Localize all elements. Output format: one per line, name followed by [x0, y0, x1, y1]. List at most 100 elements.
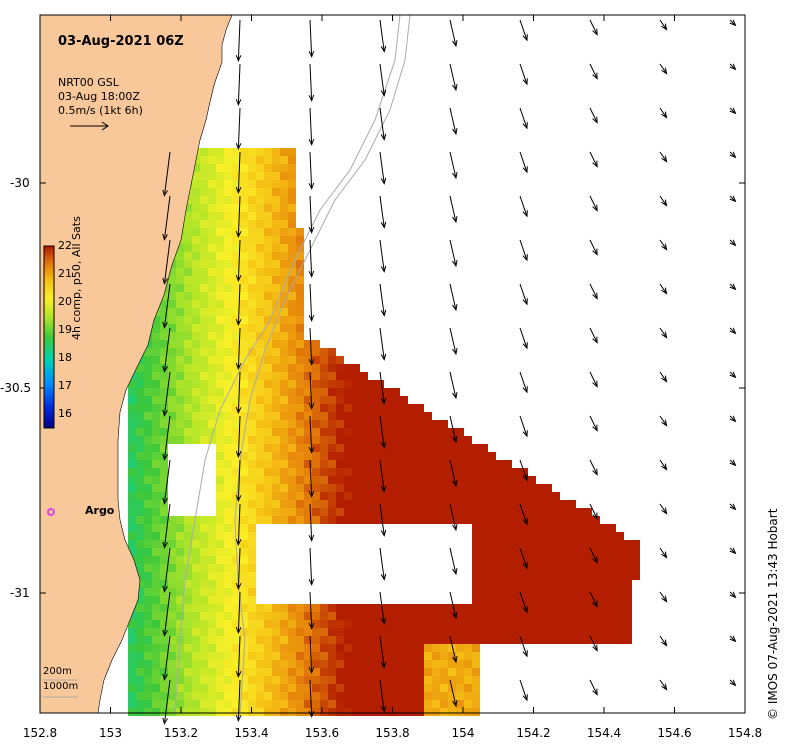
- sst-pixel: [296, 332, 304, 340]
- sst-pixel: [368, 388, 376, 396]
- colorbar-tick-label: 21: [58, 267, 72, 280]
- current-vector: [162, 459, 171, 505]
- sst-pixel: [472, 516, 480, 524]
- sst-pixel: [408, 644, 416, 652]
- sst-pixel: [264, 668, 272, 676]
- sst-pixel: [416, 420, 424, 428]
- sst-pixel: [136, 508, 144, 516]
- sst-pixel: [208, 620, 216, 628]
- sst-pixel: [376, 516, 384, 524]
- sst-pixel: [408, 508, 416, 516]
- sst-pixel: [144, 612, 152, 620]
- sst-pixel: [128, 684, 136, 692]
- sst-pixel: [232, 324, 240, 332]
- sst-pixel: [136, 700, 144, 708]
- sst-pixel: [136, 380, 144, 388]
- sst-pixel: [320, 652, 328, 660]
- sst-pixel: [200, 212, 208, 220]
- sst-pixel: [592, 572, 600, 580]
- sst-pixel: [416, 660, 424, 668]
- sst-pixel: [232, 212, 240, 220]
- current-info: NRT00 GSL 03-Aug 18:00Z 0.5m/s (1kt 6h): [58, 76, 143, 118]
- current-vector: [589, 591, 598, 608]
- sst-pixel: [616, 604, 624, 612]
- sst-pixel: [512, 548, 520, 556]
- sst-pixel: [280, 180, 288, 188]
- sst-pixel: [152, 532, 160, 540]
- current-vector: [449, 679, 458, 708]
- current-vector: [659, 679, 668, 691]
- sst-pixel: [616, 620, 624, 628]
- sst-pixel: [360, 708, 368, 716]
- sst-pixel: [296, 372, 304, 380]
- sst-pixel: [136, 492, 144, 500]
- sst-pixel: [224, 428, 232, 436]
- sst-pixel: [216, 508, 224, 516]
- sst-pixel: [336, 380, 344, 388]
- sst-pixel: [200, 284, 208, 292]
- sst-pixel: [320, 412, 328, 420]
- sst-pixel: [264, 476, 272, 484]
- colorbar-segment: [44, 396, 54, 398]
- current-vector: [235, 503, 242, 547]
- sst-pixel: [360, 636, 368, 644]
- sst-pixel: [280, 308, 288, 316]
- sst-pixel: [176, 556, 184, 564]
- sst-pixel: [344, 460, 352, 468]
- sst-pixel: [464, 492, 472, 500]
- sst-pixel: [320, 628, 328, 636]
- sst-pixel: [312, 460, 320, 468]
- sst-pixel: [280, 620, 288, 628]
- sst-pixel: [240, 676, 248, 684]
- sst-pixel: [168, 420, 176, 428]
- sst-pixel: [296, 612, 304, 620]
- sst-pixel: [416, 684, 424, 692]
- x-tick-label: 153.6: [304, 726, 340, 740]
- sst-pixel: [416, 508, 424, 516]
- colorbar-segment: [44, 380, 54, 382]
- sst-pixel: [528, 484, 536, 492]
- sst-pixel: [392, 604, 400, 612]
- sst-pixel: [192, 540, 200, 548]
- sst-pixel: [496, 588, 504, 596]
- sst-pixel: [208, 284, 216, 292]
- sst-pixel: [192, 276, 200, 284]
- sst-pixel: [320, 452, 328, 460]
- x-tick-label: 154.4: [586, 726, 622, 740]
- sst-pixel: [208, 524, 216, 532]
- sst-pixel: [256, 212, 264, 220]
- current-vector: [308, 19, 315, 58]
- sst-pixel: [320, 508, 328, 516]
- sst-pixel: [232, 364, 240, 372]
- sst-pixel: [336, 436, 344, 444]
- sst-pixel: [360, 620, 368, 628]
- sst-pixel: [304, 652, 312, 660]
- current-vector: [379, 63, 387, 97]
- sst-pixel: [360, 444, 368, 452]
- sst-pixel: [144, 620, 152, 628]
- sst-pixel: [328, 476, 336, 484]
- sst-pixel: [272, 628, 280, 636]
- sst-pixel: [520, 604, 528, 612]
- sst-pixel: [496, 508, 504, 516]
- sst-pixel: [240, 452, 248, 460]
- sst-pixel: [184, 396, 192, 404]
- sst-pixel: [280, 156, 288, 164]
- sst-pixel: [280, 500, 288, 508]
- colorbar-segment: [44, 262, 54, 264]
- sst-pixel: [288, 460, 296, 468]
- sst-pixel: [200, 516, 208, 524]
- sst-pixel: [152, 508, 160, 516]
- sst-pixel: [168, 668, 176, 676]
- sst-pixel: [472, 444, 480, 452]
- sst-pixel: [584, 572, 592, 580]
- sst-pixel: [488, 572, 496, 580]
- sst-pixel: [384, 508, 392, 516]
- sst-pixel: [152, 636, 160, 644]
- sst-pixel: [160, 300, 168, 308]
- sst-pixel: [456, 436, 464, 444]
- colorbar-segment: [44, 336, 54, 338]
- sst-pixel: [280, 396, 288, 404]
- sst-pixel: [144, 356, 152, 364]
- sst-pixel: [176, 324, 184, 332]
